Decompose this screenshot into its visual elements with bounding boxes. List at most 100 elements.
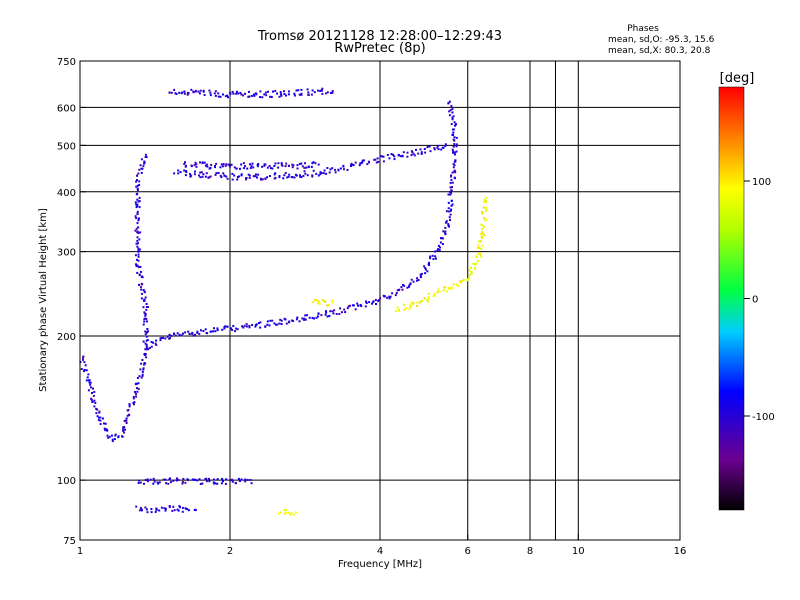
echo-point — [144, 342, 147, 345]
echo-point — [213, 482, 216, 485]
echo-point — [450, 123, 453, 126]
echo-point — [312, 317, 315, 320]
echo-point — [236, 328, 239, 331]
echo-point — [168, 505, 171, 507]
echo-point — [226, 177, 229, 180]
echo-point — [285, 162, 288, 165]
echo-point — [377, 160, 380, 163]
echo-point — [184, 165, 187, 168]
echo-point — [141, 167, 144, 170]
echo-point — [172, 479, 175, 482]
echo-point — [141, 370, 144, 373]
echo-point — [372, 300, 375, 303]
echo-point — [168, 91, 171, 94]
echo-point — [285, 322, 288, 325]
y-axis-label: Stationary phase Virtual Height [km] — [38, 208, 49, 392]
echo-point — [108, 435, 111, 438]
echo-point — [217, 172, 220, 174]
echo-point — [376, 157, 379, 160]
echo-point — [432, 258, 435, 260]
echo-point — [246, 478, 249, 481]
echo-point — [290, 512, 293, 515]
echo-point — [279, 318, 282, 321]
echo-point — [407, 285, 410, 288]
echo-point — [242, 94, 245, 97]
echo-point — [264, 91, 267, 94]
echo-point — [239, 167, 241, 170]
echo-point — [104, 422, 107, 425]
stats-x-mode: mean, sd,X: 80.3, 20.8 — [608, 46, 711, 56]
echo-point — [483, 217, 486, 220]
echo-point — [256, 176, 258, 179]
echo-point — [122, 429, 124, 432]
echo-point — [137, 250, 140, 253]
echo-point — [244, 165, 246, 168]
echo-point — [140, 297, 143, 300]
echo-point — [125, 422, 128, 424]
echo-point — [242, 326, 245, 329]
echo-point — [201, 482, 204, 485]
colorbar-tick-label: 0 — [752, 295, 758, 306]
echo-point — [253, 94, 256, 97]
echo-point — [393, 155, 396, 158]
echo-point — [401, 155, 404, 158]
echo-point — [215, 172, 218, 175]
echo-point — [410, 301, 413, 304]
echo-point — [88, 381, 91, 384]
echo-point — [237, 92, 240, 95]
echo-point — [136, 205, 139, 207]
echo-point — [444, 143, 447, 146]
echo-point — [383, 295, 386, 298]
echo-point — [231, 172, 234, 175]
echo-point — [317, 300, 320, 303]
echo-point — [140, 362, 143, 365]
echo-point — [420, 152, 423, 155]
echo-point — [197, 90, 200, 93]
echo-point — [187, 330, 190, 333]
echo-point — [111, 438, 114, 441]
echo-point — [170, 91, 173, 94]
echo-point — [329, 91, 332, 94]
echo-point — [362, 159, 365, 162]
echo-point — [142, 165, 145, 168]
echo-point — [317, 89, 320, 92]
echo-point — [320, 172, 323, 175]
echo-point — [352, 164, 355, 166]
echo-point — [455, 145, 458, 148]
echo-point — [444, 221, 447, 224]
echo-point — [94, 402, 97, 404]
echo-point — [96, 408, 99, 411]
echo-point — [451, 128, 454, 131]
echo-point — [132, 395, 135, 398]
echo-point — [139, 286, 142, 289]
echo-point — [145, 356, 148, 359]
grid-lines — [80, 61, 680, 540]
echo-point — [145, 303, 148, 305]
echo-point — [155, 509, 158, 511]
echo-point — [173, 333, 176, 336]
trace-group — [173, 143, 447, 181]
echo-point — [279, 91, 282, 94]
echo-point — [126, 409, 129, 412]
echo-point — [128, 403, 131, 406]
echo-point — [441, 243, 444, 246]
echo-point — [325, 311, 328, 314]
echo-point — [264, 325, 267, 328]
echo-point — [481, 237, 484, 240]
echo-point — [429, 255, 432, 258]
echo-point — [221, 165, 224, 168]
echo-point — [346, 307, 349, 310]
echo-point — [252, 166, 255, 169]
echo-point — [147, 348, 150, 351]
echo-point — [317, 174, 320, 177]
echo-point — [409, 304, 412, 307]
echo-point — [351, 304, 354, 307]
echo-point — [298, 162, 301, 165]
echo-point — [155, 339, 158, 342]
echo-point — [296, 167, 299, 170]
echo-point — [143, 290, 146, 293]
echo-point — [138, 168, 141, 171]
echo-point — [210, 330, 213, 333]
echo-point — [145, 155, 148, 158]
echo-point — [136, 390, 139, 393]
